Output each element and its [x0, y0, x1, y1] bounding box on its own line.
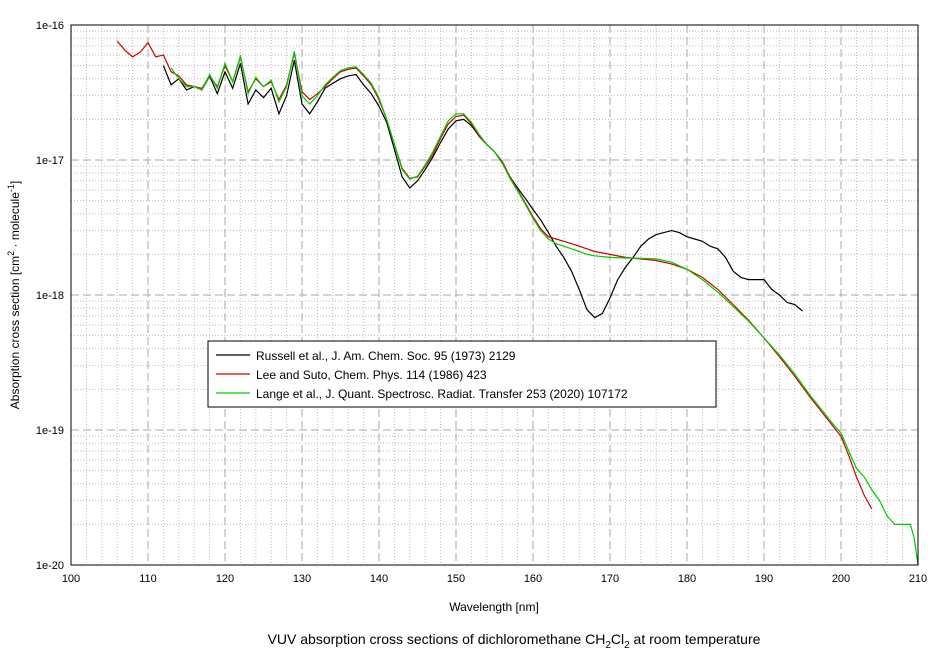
- title-sub: 2: [605, 640, 611, 651]
- y-tick-label: 1e-17: [36, 155, 64, 167]
- plot-frame: [70, 24, 919, 566]
- title-part: VUV absorption cross sections of dichlor…: [268, 631, 606, 647]
- y-tick-label: 1e-16: [36, 20, 64, 32]
- legend-box: [207, 340, 717, 408]
- title-part: at room temperature: [630, 631, 761, 647]
- title-part: Cl: [611, 631, 624, 647]
- legend: Russell et al., J. Am. Chem. Soc. 95 (19…: [207, 340, 717, 408]
- x-tick-label: 200: [832, 573, 850, 585]
- series-line: [170, 51, 919, 566]
- grid: [70, 24, 919, 566]
- y-label-sup: -1: [6, 184, 16, 192]
- x-tick-label: 120: [216, 573, 234, 585]
- y-label-part: Absorption cross section [cm: [8, 256, 22, 409]
- lines: [116, 40, 919, 566]
- y-axis-label: Absorption cross section [cm2 · molecule…: [6, 181, 22, 409]
- y-label-part: · molecule: [8, 192, 22, 251]
- y-tick-label: 1e-19: [36, 425, 64, 437]
- x-axis-label: Wavelength [nm]: [449, 600, 539, 614]
- y-tick-label: 1e-18: [36, 290, 64, 302]
- title-sub: 2: [624, 640, 630, 651]
- x-tick-label: 130: [293, 573, 311, 585]
- y-tick-label: 1e-20: [36, 560, 64, 572]
- x-tick-label: 180: [678, 573, 696, 585]
- chart-title: VUV absorption cross sections of dichlor…: [268, 631, 761, 651]
- x-tick-label: 190: [755, 573, 773, 585]
- x-tick-label: 150: [447, 573, 465, 585]
- legend-label: Russell et al., J. Am. Chem. Soc. 95 (19…: [256, 349, 516, 363]
- legend-label: Lee and Suto, Chem. Phys. 114 (1986) 423: [256, 368, 487, 382]
- x-tick-label: 160: [524, 573, 542, 585]
- x-tick-label: 110: [139, 573, 157, 585]
- y-label-sup: 2: [6, 251, 16, 256]
- x-tick-label: 170: [601, 573, 619, 585]
- x-tick-label: 210: [909, 573, 927, 585]
- x-tick-label: 140: [370, 573, 388, 585]
- x-tick-label: 100: [62, 573, 80, 585]
- legend-label: Lange et al., J. Quant. Spectrosc. Radia…: [256, 387, 628, 401]
- y-label-part: ]: [8, 181, 22, 184]
